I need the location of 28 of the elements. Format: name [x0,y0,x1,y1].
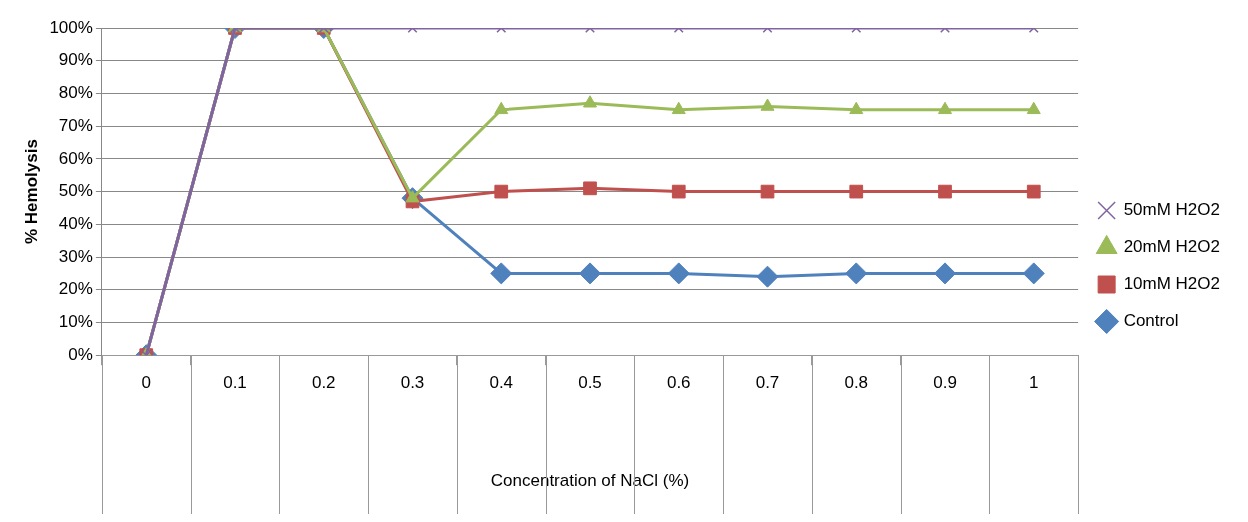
y-tick-label: 70% [58,115,93,135]
y-axis-title: % Hemolysis [21,139,41,245]
y-tick-label: 10% [58,312,93,332]
x-tick-label: 0.2 [311,373,336,393]
x-tick-label: 0 [141,373,151,393]
x-tick-label: 0.6 [666,373,691,393]
y-tick-label: 0% [68,344,93,364]
y-tick-label: 40% [58,214,93,234]
x-axis-title: Concentration of NaCl (%) [490,471,690,491]
y-tick-label: 20% [58,279,93,299]
x-tick-label: 0.5 [578,373,602,393]
x-tick-label: 0.4 [489,373,514,393]
x-tick-label: 1 [1029,373,1039,393]
x-tick-label: 0.7 [755,373,780,393]
y-tick-label: 90% [58,50,93,70]
x-tick-label: 0.3 [400,373,425,393]
y-tick-label: 50% [58,181,93,201]
legend-label: 50mM H2O2 [1123,200,1221,220]
y-tick-label: 100% [49,17,93,37]
x-tick-label: 0.9 [933,373,957,393]
y-tick-label: 60% [58,148,93,168]
y-tick-label: 30% [58,246,93,266]
legend-label: Control [1123,311,1179,331]
y-tick-label: 80% [58,83,93,103]
x-tick-label: 0.8 [844,373,869,393]
legend-label: 10mM H2O2 [1123,274,1221,294]
legend-label: 20mM H2O2 [1123,237,1221,257]
x-tick-label: 0.1 [223,373,247,393]
